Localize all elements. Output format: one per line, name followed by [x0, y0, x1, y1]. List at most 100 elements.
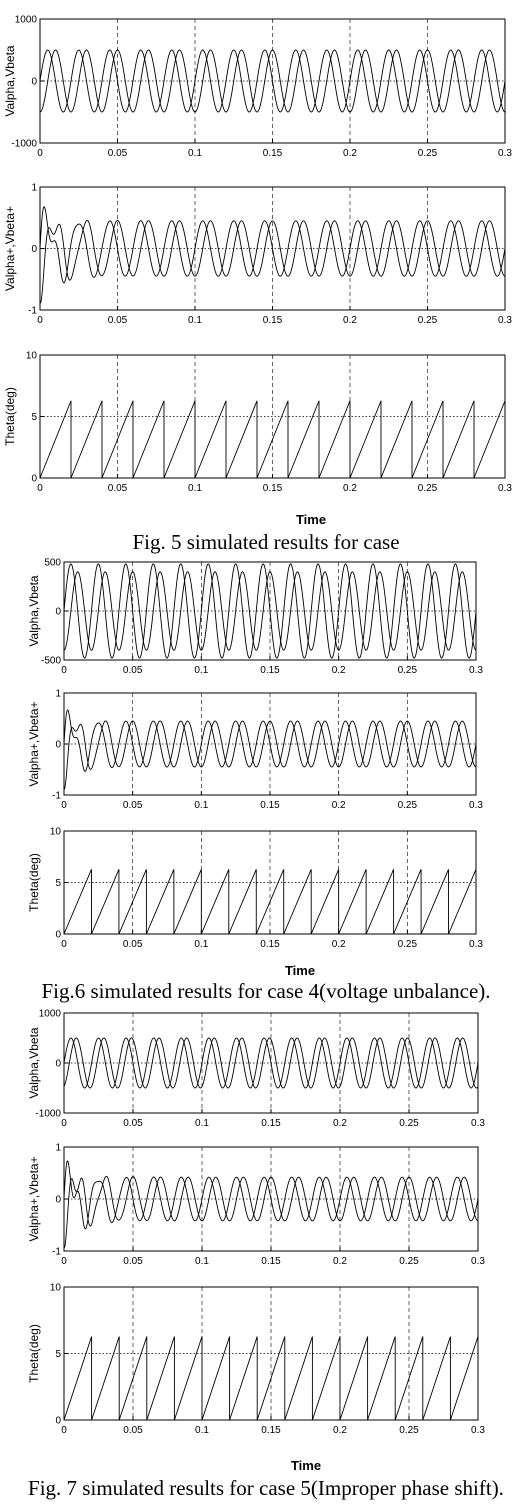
x-tick-label: 0 [61, 1425, 67, 1436]
y-axis-label: Theta(deg) [3, 387, 17, 446]
y-tick-label: -1 [28, 306, 37, 317]
x-tick-label: 0.1 [194, 939, 208, 950]
x-tick-label: 0 [61, 800, 67, 811]
x-tick-label: 0.1 [188, 315, 202, 326]
x-tick-label: 0.15 [263, 148, 283, 159]
x-tick-label: 0.15 [260, 800, 280, 811]
y-axis-label: Valpha,Vbeta [27, 1027, 41, 1098]
plot-6: 0 0.05 0.1 0.15 0.2 0.25 0.3 10 5 0 Theta(deg) [27, 827, 483, 951]
x-tick-label: 0.1 [195, 1256, 209, 1267]
x-tick-label: 0.2 [332, 939, 346, 950]
y-tick-label: -1000 [11, 139, 37, 150]
x-tick-label: 0.2 [333, 1256, 347, 1267]
x-tick-label: 0.2 [333, 1118, 347, 1129]
x-tick-label: 0.1 [194, 665, 208, 676]
y-tick-label: 1 [55, 1143, 61, 1154]
x-tick-label: 0 [61, 665, 67, 676]
y-tick-label: -1 [52, 1247, 61, 1258]
x-tick-label: 0.05 [123, 1256, 143, 1267]
y-axis-label: Valpha+,Vbeta+ [3, 206, 17, 291]
x-tick-label: 0 [61, 939, 67, 950]
series-alpha [63, 709, 477, 772]
y-axis-label: Valpha+,Vbeta+ [27, 1156, 41, 1241]
x-tick-label: 0.1 [195, 1118, 209, 1129]
x-tick-label: 0.3 [471, 1425, 485, 1436]
y-axis-label: Valpha,Vbeta [27, 575, 41, 646]
plot-3: 0 0.05 0.1 0.15 0.2 0.25 0.3 10 5 0 Theta(deg) [3, 351, 512, 495]
x-tick-label: 0.25 [398, 800, 418, 811]
x-tick-label: 0.25 [418, 315, 438, 326]
x-tick-label: 0.1 [194, 800, 208, 811]
series-beta [63, 1175, 479, 1249]
x-tick-label: 0.25 [399, 1118, 419, 1129]
x-tick-label: 0.2 [343, 148, 357, 159]
x-tick-label: 0.15 [260, 665, 280, 676]
y-tick-label: 0 [55, 1059, 61, 1070]
x-tick-label: 0.3 [498, 483, 512, 494]
y-tick-label: 10 [26, 351, 38, 362]
y-tick-label: 1 [31, 183, 37, 194]
x-tick-label: 0.05 [123, 800, 143, 811]
y-tick-label: 10 [50, 1283, 62, 1294]
y-tick-label: 1000 [15, 15, 38, 26]
x-tick-label: 0.15 [263, 315, 283, 326]
x-axis-label-7: Time [291, 1458, 321, 1473]
y-tick-label: 1 [55, 689, 61, 700]
x-tick-label: 0 [37, 148, 43, 159]
x-tick-label: 0.15 [261, 1256, 281, 1267]
x-tick-label: 0.05 [123, 939, 143, 950]
series-alpha [63, 563, 477, 659]
plot-1: 0 0.05 0.1 0.15 0.2 0.25 0.310000-1000Valpha,V… [3, 15, 512, 160]
series-theta [63, 1336, 479, 1421]
x-axis-label-5: Time [296, 512, 326, 527]
y-tick-label: 5 [31, 412, 37, 423]
x-tick-label: 0.05 [123, 665, 143, 676]
y-tick-label: 0 [31, 244, 37, 255]
x-tick-label: 0.15 [263, 483, 283, 494]
y-tick-label: -500 [41, 656, 61, 667]
plot-7: 0 0.05 0.1 0.15 0.2 0.25 0.310000-1000Valpha,V… [27, 1009, 485, 1130]
x-tick-label: 0 [61, 1256, 67, 1267]
series-beta [63, 571, 477, 651]
x-tick-label: 0.3 [471, 1118, 485, 1129]
plot-4: 0 0.05 0.1 0.15 0.2 0.25 0.35000-500Valpha,Vbe… [27, 558, 483, 677]
x-tick-label: 0.3 [498, 315, 512, 326]
x-tick-label: 0.2 [332, 665, 346, 676]
y-tick-label: 1000 [39, 1009, 62, 1020]
x-tick-label: 0.25 [418, 148, 438, 159]
figure-7-caption: Fig. 7 simulated results for case 5(Impr… [28, 1476, 504, 1500]
x-tick-label: 0.2 [332, 800, 346, 811]
y-axis-label: Theta(deg) [27, 1324, 41, 1383]
series-theta [63, 869, 477, 935]
series-theta [39, 400, 506, 479]
y-tick-label: 0 [55, 1416, 61, 1427]
x-tick-label: 0.15 [261, 1425, 281, 1436]
series-beta [63, 720, 477, 790]
figure-6-caption: Fig.6 simulated results for case 4(volta… [41, 979, 491, 1003]
y-tick-label: -1000 [35, 1109, 61, 1120]
series-beta [63, 1037, 479, 1089]
y-tick-label: 500 [44, 558, 61, 569]
y-axis-label: Valpha+,Vbeta+ [27, 701, 41, 786]
x-tick-label: 0.05 [108, 483, 128, 494]
x-tick-label: 0.15 [260, 939, 280, 950]
y-tick-label: -1 [52, 791, 61, 802]
x-tick-label: 0.3 [471, 1256, 485, 1267]
series-alpha [63, 1037, 479, 1089]
y-tick-label: 0 [55, 740, 61, 751]
x-tick-label: 0.25 [399, 1256, 419, 1267]
y-axis-label: Valpha,Vbeta [3, 45, 17, 116]
series-beta [39, 219, 506, 304]
x-tick-label: 0.3 [469, 665, 483, 676]
series-alpha [39, 49, 506, 113]
x-tick-label: 0.2 [343, 483, 357, 494]
series-alpha [39, 206, 506, 284]
x-tick-label: 0.3 [469, 800, 483, 811]
x-tick-label: 0.2 [333, 1425, 347, 1436]
y-tick-label: 0 [31, 77, 37, 88]
x-tick-label: 0.25 [418, 483, 438, 494]
